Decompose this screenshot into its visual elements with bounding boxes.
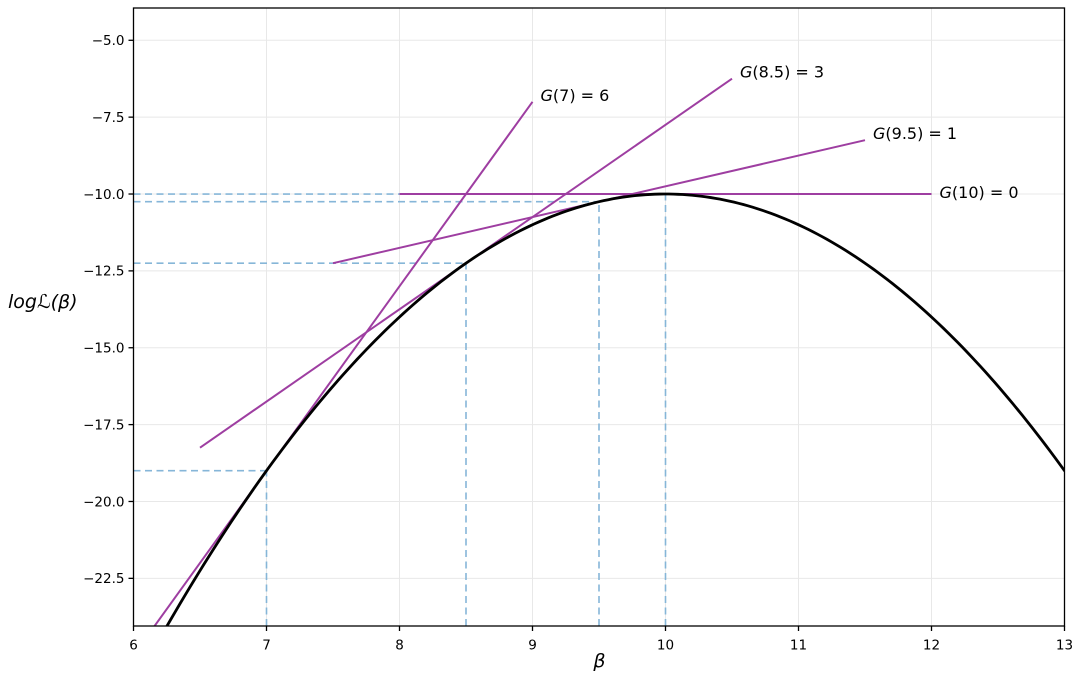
- gradient-label-beta-9.5: G(9.5) = 1: [873, 124, 957, 143]
- y-tick-label: −5.0: [92, 33, 125, 49]
- y-tick-label: −20.0: [83, 494, 124, 510]
- gradient-label-beta-8.5: G(8.5) = 3: [740, 63, 824, 82]
- y-tick-label: −17.5: [83, 417, 124, 433]
- gradient-label-value: (7) = 6: [553, 86, 609, 105]
- gradient-label-value: (8.5) = 3: [752, 63, 824, 82]
- gradient-label-beta-7: G(7) = 6: [541, 86, 610, 105]
- x-tick-label: 12: [923, 638, 940, 654]
- x-tick-label: 8: [395, 638, 404, 654]
- x-tick-label: 13: [1056, 638, 1073, 654]
- plot-spines: [132, 7, 1066, 627]
- tick-labels: 6 7 8 9 10 11 12 13 −5.0 −7.5 −10.0 −12.5 −15.0 −17.5…: [83, 33, 1073, 653]
- gradient-label-beta-10: G(10) = 0: [940, 183, 1019, 202]
- x-tick-label: 6: [129, 638, 138, 654]
- gradient-label-G: G: [940, 183, 952, 202]
- gradient-label-value: (9.5) = 1: [885, 124, 957, 143]
- x-tick-label: 10: [657, 638, 674, 654]
- y-tick-label: −10.0: [83, 187, 124, 203]
- x-tick-label: 11: [790, 638, 807, 654]
- gradient-label-value: (10) = 0: [952, 183, 1019, 202]
- x-tick-label: 9: [528, 638, 537, 654]
- y-tick-label: −15.0: [83, 341, 124, 357]
- y-tick-label: −22.5: [83, 571, 124, 587]
- y-axis-label: logℒ(β): [8, 291, 78, 313]
- y-tick-label: −7.5: [92, 110, 125, 126]
- x-axis-label: β: [593, 650, 606, 672]
- tangent-line-beta-7: [153, 101, 534, 626]
- annotations: G(7) = 6G(8.5) = 3G(9.5) = 1G(10) = 0: [541, 63, 1019, 202]
- gradient-label-G: G: [541, 86, 553, 105]
- y-tick-label: −12.5: [83, 264, 124, 280]
- gradient-label-G: G: [873, 124, 885, 143]
- x-tick-label: 7: [262, 638, 271, 654]
- gradient-label-G: G: [740, 63, 752, 82]
- log-likelihood-curve: [165, 192, 1065, 626]
- tick-marks: [128, 39, 1066, 631]
